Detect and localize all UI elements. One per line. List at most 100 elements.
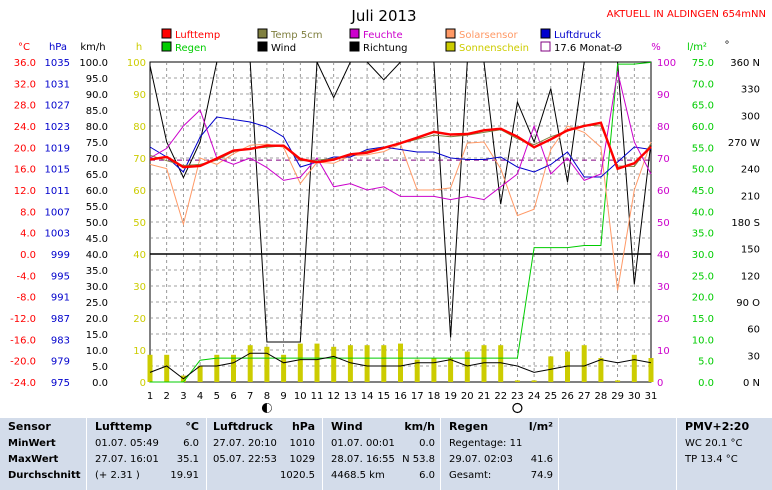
pressure-axis-tick-6: 1011 [45, 186, 70, 197]
sunshine-axis-tick-1: 90 [133, 90, 146, 101]
x-tick-3: 3 [180, 391, 186, 402]
rain-axis-tick-14: 5.0 [698, 357, 714, 368]
rain-axis-tick-5: 50.0 [692, 165, 714, 176]
regen-total-value: 74.9 [530, 470, 553, 481]
x-tick-14: 14 [361, 391, 374, 402]
wind-axis-tick-8: 60.0 [86, 186, 108, 197]
sunshine-axis-tick-8: 20 [133, 314, 146, 325]
x-tick-23: 23 [511, 391, 524, 402]
row-label-max: MaxWert [8, 454, 59, 465]
lufttemp-max-time: 27.07. 16:01 [95, 454, 159, 465]
sunshine-axis-tick-3: 70 [133, 154, 146, 165]
sunshine-axis-tick-6: 40 [133, 250, 146, 261]
direction-axis-tick-11: 30 [747, 351, 760, 362]
series-lines [149, 61, 652, 383]
x-axis-ticks: 1 2 3 4 5 6 7 8 9 10 11 12 13 14 15 16 17 18 19 20 21 22 23 24 2… [147, 391, 658, 402]
x-tick-17: 17 [411, 391, 424, 402]
temp-axis-tick-7: 8.0 [20, 207, 36, 218]
x-tick-25: 25 [544, 391, 557, 402]
direction-axis-tick-2: 300 [741, 111, 760, 122]
pressure-axis-tick-10: 995 [51, 271, 70, 282]
col-lufttemp: Lufttemp °C 01.07. 05:49 6.0 27.07. 16:0… [86, 418, 205, 490]
rain-axis-tick-10: 25.0 [692, 271, 714, 282]
pressure-axis-tick-3: 1023 [45, 122, 70, 133]
regen-unit: l/m² [528, 420, 553, 433]
full-moon-icon [512, 402, 523, 414]
wind-axis-tick-4: 80.0 [86, 122, 108, 133]
wind-axis-tick-12: 40.0 [86, 250, 108, 261]
wind-axis-tick-6: 70.0 [86, 154, 108, 165]
x-tick-1: 1 [147, 391, 153, 402]
legend-swatch-6 [257, 41, 268, 52]
pressure-axis-tick-13: 983 [51, 335, 70, 346]
sunshine-axis-tick-4: 60 [133, 186, 146, 197]
wind-axis-tick-19: 5.0 [92, 362, 108, 373]
col-luftdruck: Luftdruck hPa 27.07. 20:10 1010 05.07. 2… [206, 418, 321, 490]
humidity-axis-tick-5: 50 [657, 218, 670, 229]
humidity-axis-unit: % [651, 42, 661, 53]
rain-axis-tick-3: 60.0 [692, 122, 714, 133]
luftdruck-avg-value: 1020.5 [280, 470, 315, 481]
x-tick-2: 2 [164, 391, 170, 402]
wind-max-time: 28.07. 16:55 [331, 454, 395, 465]
legend-label-4: Luftdruck [554, 30, 601, 41]
rain-axis-tick-8: 35.0 [692, 229, 714, 240]
pressure-axis-tick-15: 975 [51, 378, 70, 389]
lufttemp-max-value: 35.1 [176, 454, 199, 465]
rain-axis-tick-4: 55.0 [692, 143, 714, 154]
legend-swatch-8 [445, 41, 456, 52]
legend-label-6: Wind [271, 43, 296, 54]
sunshine-axis-tick-0: 100 [127, 58, 146, 69]
wind-axis-tick-16: 20.0 [86, 314, 108, 325]
pressure-axis-tick-11: 991 [51, 293, 70, 304]
col-empty [558, 418, 675, 490]
sunshine-bar-22 [498, 345, 504, 382]
sunshine-axis-unit: h [136, 42, 142, 53]
x-tick-24: 24 [528, 391, 541, 402]
sunshine-bar-21 [481, 345, 487, 382]
direction-axis-tick-7: 150 [741, 245, 760, 256]
wind-axis-tick-20: 0.0 [92, 378, 108, 389]
legend-label-0: Lufttemp [175, 30, 220, 41]
wind-axis-tick-9: 55.0 [86, 202, 108, 213]
temp-axis-tick-12: -12.0 [10, 314, 36, 325]
x-tick-5: 5 [214, 391, 220, 402]
regen-max-time: 29.07. 02:03 [449, 454, 513, 465]
sunshine-bar-18 [431, 358, 437, 382]
wind-axis-tick-7: 65.0 [86, 170, 108, 181]
legend-label-9: 17.6 Monat-Ø [554, 42, 622, 54]
regen-header: Regen [449, 420, 489, 433]
sunshine-bar-24 [531, 380, 537, 382]
x-tick-28: 28 [595, 391, 608, 402]
temp-axis-tick-4: 20.0 [14, 143, 36, 154]
sunshine-bar-29 [615, 380, 621, 382]
sunshine-bar-16 [398, 343, 403, 382]
direction-axis-tick-6: 180 S [731, 218, 760, 229]
col-regen: Regen l/m² Regentage: 11 29.07. 02:03 41… [440, 418, 557, 490]
wind-header: Wind [331, 420, 363, 433]
series-line-feuchte [149, 71, 652, 201]
rain-axis-tick-11: 20.0 [692, 293, 714, 304]
x-tick-21: 21 [478, 391, 491, 402]
humidity-axis-tick-1: 90 [657, 90, 670, 101]
sunshine-bar-27 [581, 345, 587, 382]
moon-half-icon [266, 403, 272, 413]
pressure-axis-tick-4: 1019 [45, 143, 70, 154]
legend: Lufttemp Temp 5cm Feuchte Solarsensor Luftdr… [161, 28, 622, 54]
x-tick-12: 12 [327, 391, 340, 402]
legend-label-8: Sonnenschein [459, 43, 529, 54]
regen-max-value: 41.6 [530, 454, 553, 465]
humidity-axis-tick-9: 10 [657, 346, 670, 357]
lufttemp-header: Lufttemp [95, 420, 152, 433]
legend-label-2: Feuchte [363, 30, 403, 41]
wind-axis-unit: km/h [80, 42, 105, 53]
sunshine-bar-31 [648, 358, 654, 382]
legend-label-5: Regen [175, 43, 207, 54]
wind-unit: km/h [404, 420, 435, 433]
x-tick-10: 10 [294, 391, 307, 402]
lufttemp-min-time: 01.07. 05:49 [95, 438, 159, 449]
sunshine-bar-23 [514, 380, 520, 382]
temp-axis-tick-11: -8.0 [16, 293, 36, 304]
pressure-axis-tick-5: 1015 [45, 165, 70, 176]
wind-axis-tick-3: 85.0 [86, 106, 108, 117]
